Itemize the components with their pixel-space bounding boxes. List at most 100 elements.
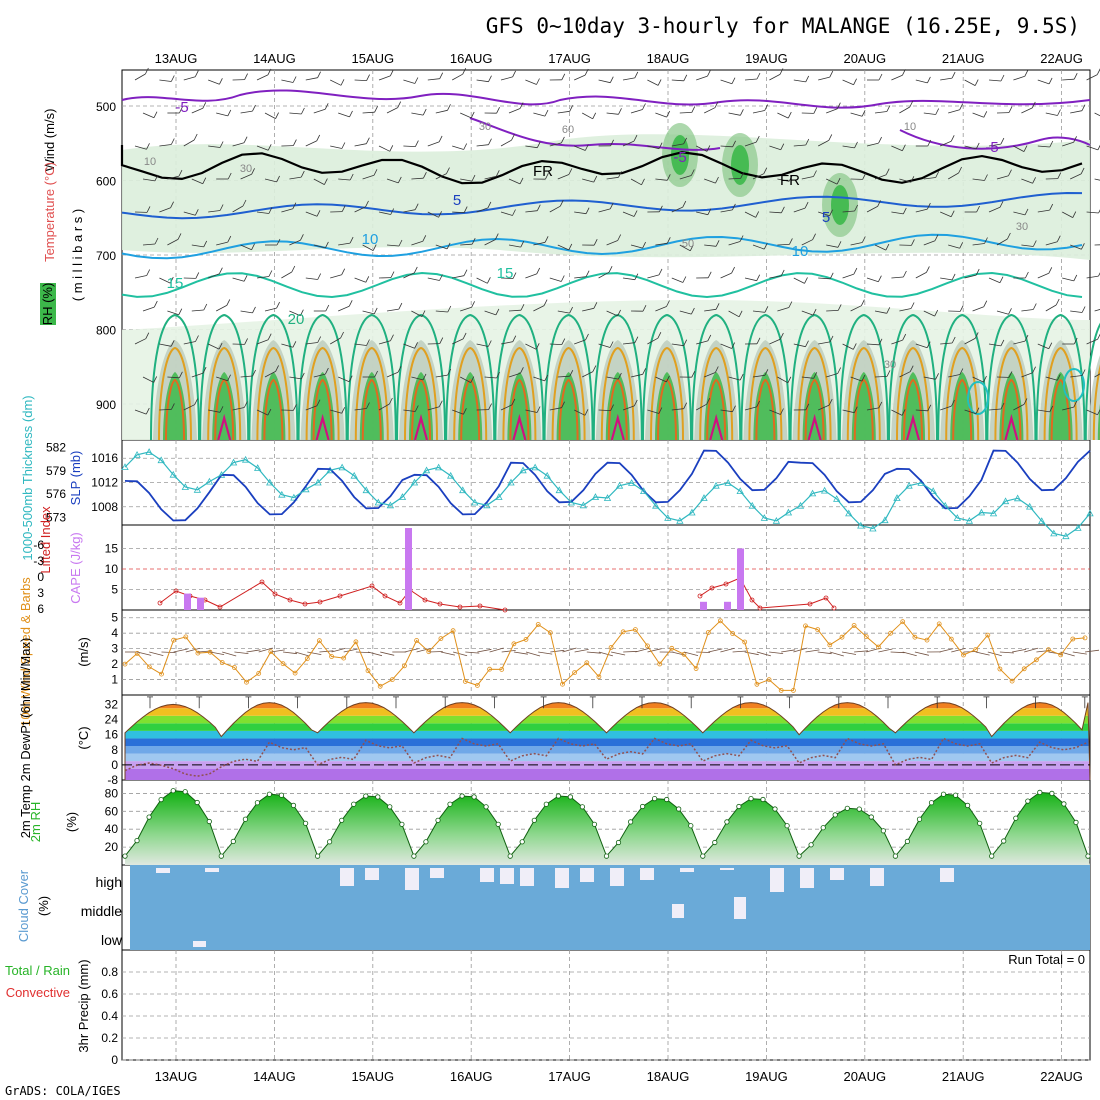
- wind-barb-flag: [805, 340, 809, 347]
- wind-barb: [159, 343, 172, 347]
- wind-barb: [964, 274, 977, 279]
- wind-barb-flag: [340, 331, 344, 339]
- rh2m-point: [483, 804, 489, 810]
- wind-barb-flag: [999, 276, 1004, 283]
- rh2m-point: [158, 796, 164, 803]
- rh2m-point: [700, 853, 706, 859]
- wind-barb-flag: [561, 73, 566, 80]
- wind-barb-flag: [545, 173, 549, 180]
- wind-barb: [850, 242, 863, 246]
- wind-barb: [940, 211, 952, 218]
- wind-barb-flag: [642, 368, 647, 375]
- wind10-barb: [282, 651, 298, 655]
- wind-barb-flag: [447, 305, 452, 313]
- rh2m-point: [977, 820, 983, 826]
- wind-barb-flag: [911, 239, 915, 246]
- wind-barb-flag: [219, 141, 224, 148]
- wind-barb: [1094, 112, 1100, 117]
- wind-barb: [452, 211, 465, 213]
- wind10-point: [985, 632, 991, 638]
- wind10-barb: [319, 650, 334, 653]
- thickness-point: [398, 493, 407, 500]
- thickness-point: [929, 487, 937, 494]
- isotherm-minus5-upper: [121, 89, 1091, 109]
- temp2m-label: 2m Temp 2m DewPt (6hr Min/Max): [18, 638, 33, 839]
- wind-barb: [264, 371, 276, 378]
- wind-barb: [208, 409, 221, 413]
- rh2m-point: [1013, 815, 1019, 821]
- isotherm-25: [354, 346, 389, 441]
- wind-barb-flag: [983, 300, 988, 307]
- wind-barb: [769, 409, 781, 415]
- wind-barb-flag: [714, 366, 719, 373]
- wind-barb: [818, 211, 830, 217]
- thickness-point: [157, 456, 165, 464]
- wind-barb-flag: [585, 207, 590, 214]
- wind-barb: [793, 79, 806, 83]
- wind-barb-flag: [495, 308, 500, 316]
- cloud-mid-bar: [672, 904, 684, 918]
- wind-barb: [378, 145, 390, 152]
- wind-barb: [915, 272, 927, 279]
- wind-barb: [1062, 406, 1074, 411]
- wind-barb-flag: [715, 176, 719, 184]
- wind10-barb: [781, 649, 796, 653]
- wind-barb: [972, 376, 984, 383]
- wind-barb-flag: [690, 169, 695, 176]
- date-label-top: 21AUG: [942, 51, 985, 66]
- wind-barb-flag: [439, 337, 444, 344]
- wind-barb-flag: [707, 334, 712, 342]
- wind-barb-flag: [170, 201, 174, 208]
- wind-barb-flag: [828, 398, 833, 406]
- wind10-barb: [696, 651, 711, 653]
- wind-barb-flag: [683, 339, 688, 346]
- wind10-barb: [829, 651, 844, 657]
- wind-barb-flag: [325, 367, 329, 375]
- wind-barb-flag: [365, 276, 370, 283]
- wind-barb: [1037, 409, 1050, 413]
- wind-barb-flag: [512, 335, 517, 342]
- wind-barb-flag: [219, 406, 224, 413]
- wind-barb-flag: [1072, 211, 1077, 218]
- wind-barb: [622, 211, 635, 217]
- contour-label: 60: [562, 124, 574, 136]
- wind-barb-flag: [251, 243, 255, 250]
- wind-barb: [720, 272, 732, 279]
- rh-plume-core: [704, 372, 729, 440]
- wind-barb-flag: [218, 342, 223, 350]
- wind-barb-flag: [1081, 369, 1086, 376]
- wind-barb: [679, 310, 692, 315]
- wind-barb-flag: [1024, 208, 1029, 216]
- wind-barb-flag: [1048, 267, 1053, 274]
- wind10-tick-label: 1: [111, 673, 118, 687]
- wind-barb-flag: [195, 272, 200, 279]
- wind-barb-flag: [317, 71, 321, 78]
- wind10-point: [244, 679, 249, 685]
- isotherm-20: [150, 313, 200, 441]
- cloud-high-bar: [156, 868, 170, 873]
- wind-barb: [508, 108, 521, 114]
- wind-barb-flag: [389, 69, 394, 77]
- wind-barb-flag: [885, 168, 890, 175]
- precip-total-label: Total / Rain: [5, 963, 70, 978]
- rh-label-box: [40, 283, 56, 325]
- wind10-point: [730, 631, 735, 636]
- rh2m-point: [519, 839, 525, 845]
- rh2m-point: [122, 853, 128, 859]
- wind10-point: [1046, 647, 1051, 653]
- cloud-high-bar: [800, 868, 814, 888]
- wind10-point: [815, 627, 821, 632]
- wind-barb-flag: [414, 203, 419, 210]
- wind-barb: [435, 173, 447, 180]
- wind-barb-flag: [488, 75, 492, 82]
- wind10-barb: [234, 651, 249, 654]
- wind-barb-flag: [715, 303, 720, 310]
- wind-barb: [866, 206, 878, 213]
- wind-barb-flag: [1080, 167, 1085, 175]
- wind-barb: [378, 403, 390, 411]
- wind-barb-flag: [366, 402, 370, 409]
- wind-barb: [964, 79, 976, 86]
- wind-barb-flag: [316, 134, 321, 142]
- wind10-barb: [550, 649, 565, 653]
- wind-barb: [866, 343, 880, 346]
